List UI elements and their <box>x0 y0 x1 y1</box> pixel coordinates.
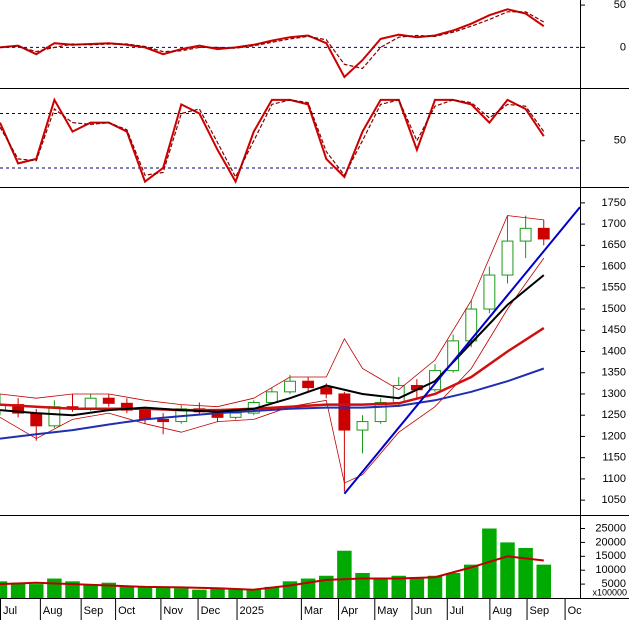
line-series <box>0 555 544 591</box>
candle-body <box>48 406 61 427</box>
y-tick-label: 10000 <box>595 564 626 576</box>
candle-body <box>284 380 296 393</box>
candle-body <box>537 227 550 240</box>
volume-bar <box>409 577 425 598</box>
volume-bar <box>518 547 533 598</box>
volume-bar <box>373 578 388 598</box>
y-tick-label: 5000 <box>602 578 626 590</box>
candle-body <box>139 409 151 420</box>
line-series <box>343 206 581 495</box>
line-series <box>0 215 544 408</box>
x-tick-label: Sep <box>84 605 104 617</box>
line-series <box>0 99 545 179</box>
line-series <box>0 327 545 412</box>
candle-body <box>30 412 43 427</box>
y-tick-label: 1050 <box>602 494 626 506</box>
x-tick-label: Aug <box>43 605 63 617</box>
volume-bar <box>210 588 225 598</box>
volume-bar <box>264 586 280 598</box>
x-tick-label: Jun <box>414 605 432 617</box>
volume-bar <box>464 564 479 598</box>
y-tick-label: 1650 <box>602 239 626 251</box>
volume-bar <box>246 589 261 598</box>
unit-label: x100000 <box>592 587 627 597</box>
x-tick-label: Apr <box>341 605 358 617</box>
x-tick-label: Nov <box>163 605 183 617</box>
y-tick-label: 15000 <box>595 550 626 562</box>
y-tick-label: 1750 <box>602 197 626 209</box>
y-tick-label: 1150 <box>602 452 626 464</box>
volume-bar <box>155 586 171 598</box>
y-tick-label: 50 <box>614 135 626 147</box>
candle-body <box>265 391 278 403</box>
volume-bar <box>536 564 551 598</box>
line-series <box>0 367 545 440</box>
volume-bar <box>0 581 8 598</box>
candle-body <box>519 227 532 242</box>
candle-body <box>483 274 496 310</box>
x-tick-label: Mar <box>304 605 323 617</box>
y-tick-label: 20000 <box>595 536 626 548</box>
volume-bar <box>10 582 26 598</box>
volume-bar <box>337 550 352 598</box>
y-tick-label: 25000 <box>595 522 626 534</box>
candle-body <box>374 401 387 423</box>
line-series <box>0 97 545 184</box>
volume-bar <box>355 572 370 598</box>
y-tick-label: 0 <box>620 41 626 53</box>
volume-bar <box>137 586 153 598</box>
y-tick-label: 1550 <box>602 282 626 294</box>
candle-body <box>302 380 315 389</box>
x-tick-label: Oc <box>568 605 583 617</box>
volume-bar <box>29 584 44 598</box>
candle-body <box>338 393 351 431</box>
y-tick-label: 50 <box>614 0 626 11</box>
x-tick-label: Jul <box>3 605 17 617</box>
x-tick-label: Dec <box>201 605 221 617</box>
candle-body <box>501 240 514 276</box>
candle-body <box>120 402 133 411</box>
candle-body <box>320 387 333 395</box>
volume-bar <box>192 589 207 598</box>
volume-bar <box>47 578 62 598</box>
candle-body <box>157 418 170 423</box>
volume-bar <box>500 542 515 598</box>
volume-bar <box>174 588 189 598</box>
x-tick-label: Jul <box>450 605 464 617</box>
candle-body <box>102 397 115 404</box>
volume-bar <box>482 528 497 598</box>
candle-body <box>229 412 242 418</box>
y-tick-label: 1350 <box>602 367 626 379</box>
y-tick-label: 1250 <box>602 409 626 421</box>
y-tick-label: 1450 <box>602 324 626 336</box>
x-tick-label: 2025 <box>240 605 264 617</box>
line-series <box>0 8 545 79</box>
y-tick-label: 1400 <box>602 345 626 357</box>
y-tick-label: 1500 <box>602 303 626 315</box>
x-tick-label: Oct <box>118 605 135 617</box>
volume-bar <box>391 575 406 598</box>
x-tick-label: Aug <box>492 605 512 617</box>
candle-body <box>0 404 6 411</box>
y-tick-label: 1600 <box>602 260 626 272</box>
candle-body <box>84 397 97 410</box>
volume-bar <box>119 585 135 598</box>
volume-bar <box>445 572 461 598</box>
volume-bar <box>228 589 243 598</box>
y-tick-label: 1200 <box>602 430 626 442</box>
candle-body <box>356 421 369 431</box>
y-tick-label: 1700 <box>602 218 626 230</box>
volume-bar <box>83 584 98 598</box>
y-tick-label: 1100 <box>602 473 626 485</box>
volume-bar <box>427 575 443 598</box>
x-tick-label: Sep <box>530 605 550 617</box>
y-tick-label: 1300 <box>602 388 626 400</box>
volume-bar <box>65 581 80 598</box>
x-tick-label: May <box>377 605 398 617</box>
candle-body <box>392 384 405 403</box>
line-series <box>0 11 545 70</box>
